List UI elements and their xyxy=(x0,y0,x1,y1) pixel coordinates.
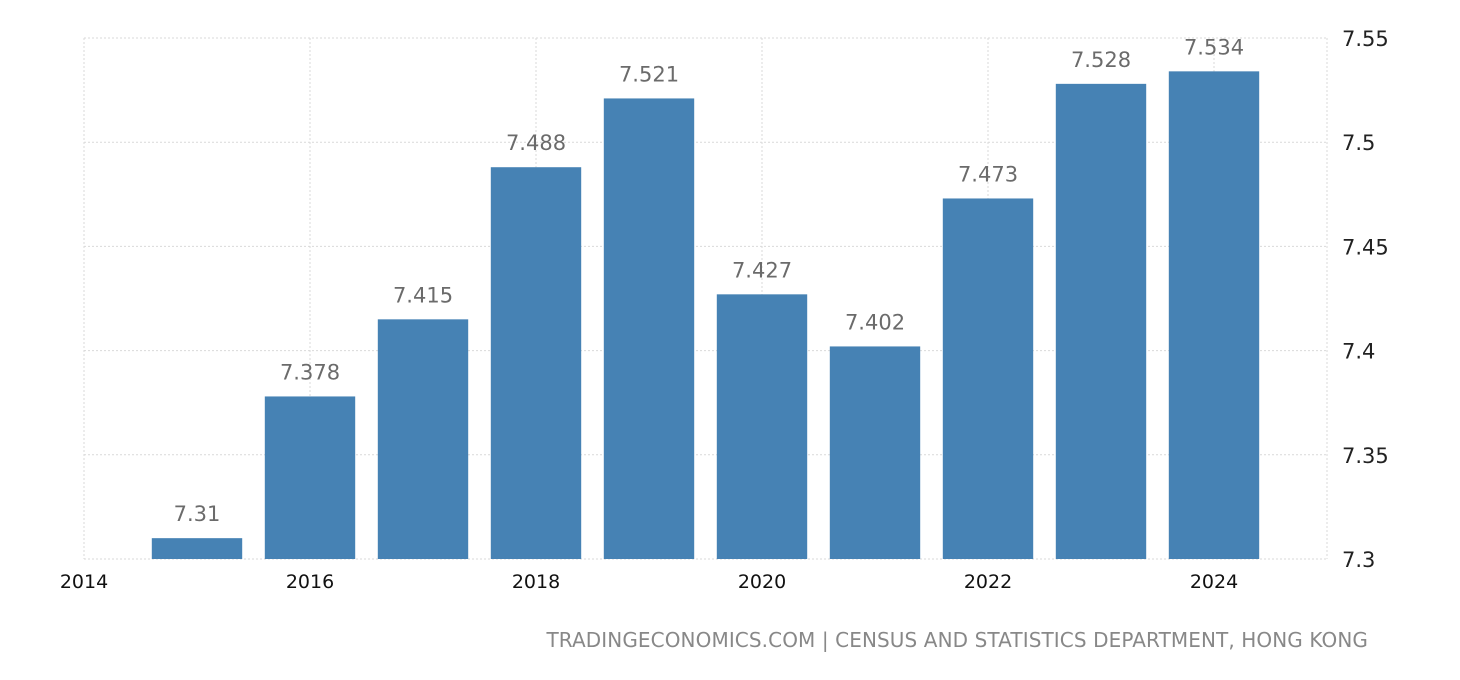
data-label: 7.402 xyxy=(845,310,905,334)
y-axis-ticks: 7.3 7.35 7.4 7.45 7.5 7.55 xyxy=(1342,27,1389,572)
bars xyxy=(151,71,1260,560)
bar xyxy=(1168,71,1260,560)
bar xyxy=(829,346,921,559)
data-label: 7.528 xyxy=(1071,48,1131,72)
bar xyxy=(1055,83,1147,560)
y-tick-label: 7.55 xyxy=(1342,27,1389,51)
source-credit: TRADINGECONOMICS.COM | CENSUS AND STATIS… xyxy=(546,628,1368,652)
bar xyxy=(151,538,243,559)
y-tick-label: 7.3 xyxy=(1342,548,1375,572)
x-axis-ticks: 2014 2016 2018 2020 2022 2024 xyxy=(60,571,1238,593)
data-label: 7.521 xyxy=(619,62,679,86)
data-label: 7.427 xyxy=(732,258,792,282)
data-label: 7.378 xyxy=(280,360,340,384)
data-label: 7.415 xyxy=(393,283,453,307)
x-tick-label: 2022 xyxy=(964,571,1012,593)
data-label: 7.473 xyxy=(958,162,1018,186)
bar xyxy=(942,198,1034,559)
data-label: 7.31 xyxy=(174,502,221,526)
bar xyxy=(716,294,808,559)
bar xyxy=(264,396,356,559)
value-labels: 7.31 7.378 7.415 7.488 7.521 7.427 7.402 7.473 7… xyxy=(174,35,1244,526)
x-tick-label: 2024 xyxy=(1190,571,1238,593)
y-tick-label: 7.45 xyxy=(1342,235,1389,259)
x-tick-label: 2020 xyxy=(738,571,786,593)
bar xyxy=(603,98,695,559)
bar xyxy=(377,319,469,559)
bar xyxy=(490,167,582,559)
y-tick-label: 7.4 xyxy=(1342,340,1375,364)
x-tick-label: 2018 xyxy=(512,571,560,593)
x-tick-label: 2016 xyxy=(286,571,334,593)
data-label: 7.534 xyxy=(1184,35,1244,59)
data-label: 7.488 xyxy=(506,131,566,155)
x-tick-label: 2014 xyxy=(60,571,108,593)
y-tick-label: 7.5 xyxy=(1342,131,1375,155)
y-tick-label: 7.35 xyxy=(1342,444,1389,468)
